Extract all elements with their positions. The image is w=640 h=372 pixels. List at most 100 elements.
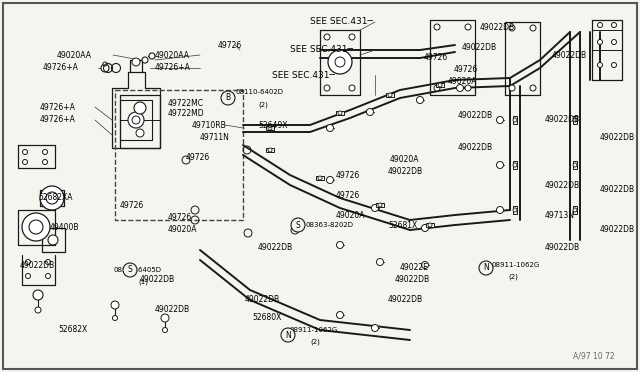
Bar xyxy=(573,206,577,214)
Circle shape xyxy=(349,34,355,40)
Text: 49400B: 49400B xyxy=(50,224,79,232)
Bar xyxy=(573,161,577,169)
Circle shape xyxy=(281,328,295,342)
Circle shape xyxy=(22,213,50,241)
Text: 49722MC: 49722MC xyxy=(168,99,204,108)
Bar xyxy=(436,83,444,87)
Circle shape xyxy=(103,62,107,66)
Circle shape xyxy=(268,126,272,130)
Text: 49020A: 49020A xyxy=(448,77,477,87)
Circle shape xyxy=(465,24,471,30)
Circle shape xyxy=(611,62,616,67)
Circle shape xyxy=(318,176,322,180)
Circle shape xyxy=(123,263,137,277)
Text: 49710RB: 49710RB xyxy=(192,121,227,129)
Text: 49722MD: 49722MD xyxy=(168,109,205,118)
Bar xyxy=(266,126,274,131)
Circle shape xyxy=(434,24,440,30)
Circle shape xyxy=(434,85,440,91)
Text: 49022DB: 49022DB xyxy=(552,51,587,60)
Circle shape xyxy=(509,25,515,31)
Text: 49020A: 49020A xyxy=(168,225,198,234)
Circle shape xyxy=(513,208,517,212)
Circle shape xyxy=(46,192,58,204)
Circle shape xyxy=(497,116,504,124)
Circle shape xyxy=(497,161,504,169)
Text: 49022DB: 49022DB xyxy=(245,295,280,305)
Bar xyxy=(316,176,324,180)
Circle shape xyxy=(376,259,383,266)
Circle shape xyxy=(338,111,342,115)
Circle shape xyxy=(337,241,344,248)
Circle shape xyxy=(598,39,602,45)
Text: 49022DB: 49022DB xyxy=(388,295,423,305)
Text: N: N xyxy=(483,263,489,273)
Circle shape xyxy=(497,206,504,214)
Circle shape xyxy=(422,224,429,231)
Bar xyxy=(513,116,517,124)
Text: 08911-1062G: 08911-1062G xyxy=(492,262,540,268)
Bar xyxy=(426,222,434,227)
Circle shape xyxy=(142,57,148,63)
Circle shape xyxy=(111,301,119,309)
Circle shape xyxy=(573,118,577,122)
Circle shape xyxy=(573,163,577,167)
Text: SEE SEC.431─: SEE SEC.431─ xyxy=(272,71,335,80)
Circle shape xyxy=(132,58,140,66)
Text: 49022DB: 49022DB xyxy=(395,276,430,285)
Circle shape xyxy=(33,290,43,300)
Text: 08363-6405D: 08363-6405D xyxy=(113,267,161,273)
Circle shape xyxy=(388,93,392,97)
Circle shape xyxy=(29,220,43,234)
Text: SEE SEC.431─: SEE SEC.431─ xyxy=(290,45,353,55)
Text: 49022DB: 49022DB xyxy=(600,186,635,195)
Text: 49713N: 49713N xyxy=(545,211,575,219)
Text: 49022DB: 49022DB xyxy=(480,23,515,32)
Text: 52682X: 52682X xyxy=(58,326,87,334)
Circle shape xyxy=(513,163,517,167)
Text: 08110-6402D: 08110-6402D xyxy=(236,89,284,95)
Circle shape xyxy=(438,83,442,87)
Circle shape xyxy=(371,205,378,212)
Text: 49726+A: 49726+A xyxy=(40,115,76,125)
Circle shape xyxy=(378,203,382,207)
Text: N: N xyxy=(285,330,291,340)
Circle shape xyxy=(161,314,169,322)
Bar xyxy=(336,110,344,115)
Circle shape xyxy=(530,25,536,31)
Text: B: B xyxy=(225,93,230,103)
Text: 49022DB: 49022DB xyxy=(20,260,55,269)
Circle shape xyxy=(335,57,345,67)
Text: 49022DB: 49022DB xyxy=(462,44,497,52)
Circle shape xyxy=(128,112,144,128)
Circle shape xyxy=(326,125,333,131)
Text: 49022DB: 49022DB xyxy=(600,134,635,142)
Circle shape xyxy=(40,186,64,210)
Bar xyxy=(573,116,577,124)
Circle shape xyxy=(291,218,305,232)
Circle shape xyxy=(163,327,168,333)
Circle shape xyxy=(456,84,463,92)
Circle shape xyxy=(611,22,616,28)
Circle shape xyxy=(113,315,118,321)
Text: 49726: 49726 xyxy=(424,54,448,62)
Bar xyxy=(376,203,384,208)
Circle shape xyxy=(573,208,577,212)
Circle shape xyxy=(465,85,471,91)
Circle shape xyxy=(22,160,28,164)
Circle shape xyxy=(45,273,51,279)
Circle shape xyxy=(326,176,333,183)
Circle shape xyxy=(149,53,155,59)
Circle shape xyxy=(22,150,28,154)
Text: 49022DB: 49022DB xyxy=(388,167,423,176)
Text: 49022DB: 49022DB xyxy=(140,276,175,285)
Text: 49726: 49726 xyxy=(186,154,211,163)
Circle shape xyxy=(48,235,58,245)
Circle shape xyxy=(132,116,140,124)
Circle shape xyxy=(598,62,602,67)
Text: 49726: 49726 xyxy=(336,170,360,180)
Text: 49726+A: 49726+A xyxy=(40,103,76,112)
Text: 08363-8202D: 08363-8202D xyxy=(305,222,353,228)
Bar xyxy=(386,93,394,97)
Text: 49022DB: 49022DB xyxy=(545,244,580,253)
